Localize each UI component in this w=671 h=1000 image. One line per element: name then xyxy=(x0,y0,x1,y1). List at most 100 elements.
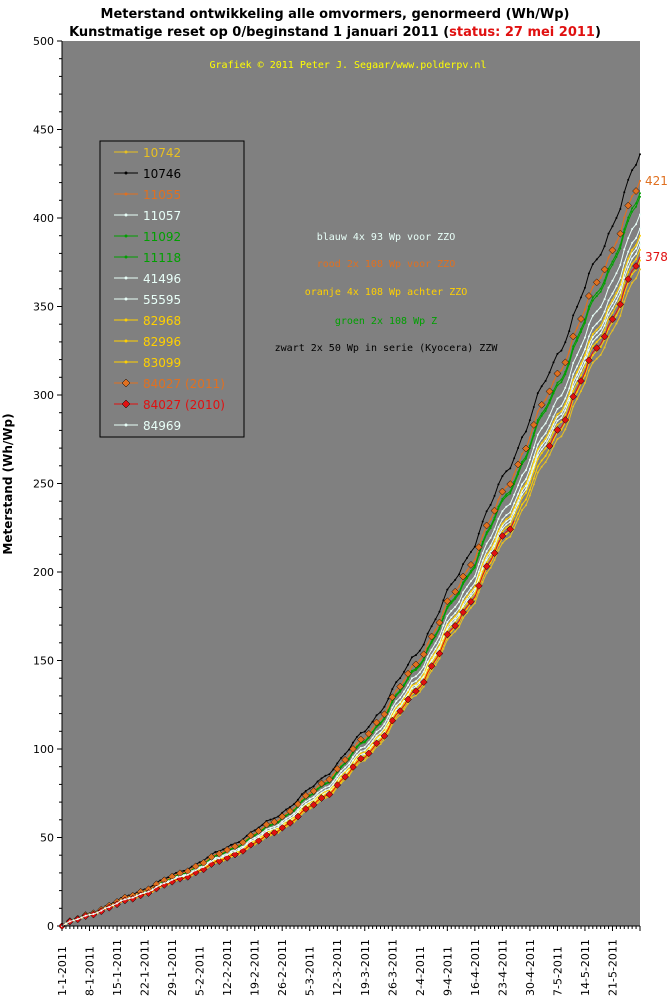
series-point xyxy=(521,493,524,496)
series-point xyxy=(587,335,590,338)
series-point xyxy=(498,487,507,496)
series-point xyxy=(249,840,252,843)
series-point xyxy=(286,807,294,815)
series-point xyxy=(587,308,590,311)
series-point xyxy=(560,378,563,381)
series-point xyxy=(561,416,570,424)
end-label: 378 xyxy=(645,250,668,264)
series-point xyxy=(493,536,496,539)
series-point xyxy=(501,518,504,521)
series-point xyxy=(404,669,412,678)
series-point xyxy=(443,630,452,639)
series-point xyxy=(159,883,162,886)
series-point xyxy=(639,259,641,262)
series-point xyxy=(190,871,193,874)
series-point xyxy=(128,894,137,903)
series-point xyxy=(583,361,586,364)
series-point xyxy=(116,902,119,905)
series-point xyxy=(540,385,543,388)
copyright-text: Grafiek © 2011 Peter J. Segaar/www.polde… xyxy=(210,60,487,71)
series-point xyxy=(469,606,472,609)
series-point xyxy=(277,826,280,829)
series-point xyxy=(328,785,331,788)
series-point xyxy=(68,920,71,923)
series-point xyxy=(473,566,476,569)
series-point xyxy=(576,382,579,385)
series-point xyxy=(332,780,335,783)
series-point xyxy=(422,665,425,668)
series-point xyxy=(548,439,551,442)
series-point xyxy=(202,865,205,868)
series-point xyxy=(481,580,484,583)
series-point xyxy=(375,714,378,717)
series-point xyxy=(269,826,272,829)
series-point xyxy=(489,548,492,551)
series-point xyxy=(151,888,154,891)
series-point xyxy=(356,754,365,763)
series-point xyxy=(521,460,524,463)
series-point xyxy=(615,285,618,288)
series-point xyxy=(473,592,476,595)
series-point xyxy=(294,800,302,808)
series-point xyxy=(359,750,362,753)
legend-item: 11092 xyxy=(114,230,181,244)
series-point xyxy=(395,694,398,697)
series-point xyxy=(325,790,334,799)
annotations: blauw 4x 93 Wp voor ZZO rood 2x 108 Wp vo… xyxy=(275,232,499,354)
series-point xyxy=(434,650,437,653)
series-point xyxy=(485,572,488,575)
series-point xyxy=(359,752,362,755)
series-point xyxy=(572,385,575,388)
series-point xyxy=(599,318,602,321)
series-point xyxy=(414,694,417,697)
series-point xyxy=(289,817,292,820)
series-point xyxy=(572,378,575,381)
series-point xyxy=(289,815,292,818)
series-point xyxy=(587,348,590,351)
series-point xyxy=(517,493,520,496)
series-point xyxy=(300,793,303,796)
series-point xyxy=(552,415,555,418)
series-point xyxy=(450,602,453,605)
series-point xyxy=(635,252,638,255)
series-point xyxy=(623,191,626,194)
y-tick-label: 300 xyxy=(33,389,54,402)
series-point xyxy=(324,774,327,777)
series-point xyxy=(336,762,339,765)
series-point xyxy=(340,756,343,759)
series-point xyxy=(607,270,610,273)
y-tick-label: 500 xyxy=(33,35,54,48)
y-axis-label: Meterstand (Wh/Wp) xyxy=(1,413,15,554)
series-point xyxy=(540,412,543,415)
y-tick-label: 150 xyxy=(33,655,54,668)
series-point xyxy=(281,811,284,814)
series-point xyxy=(514,460,522,469)
series-point xyxy=(363,730,366,733)
series-point xyxy=(603,245,606,248)
series-point xyxy=(564,428,567,431)
series-point xyxy=(422,670,425,673)
series-point xyxy=(485,550,488,553)
series-point xyxy=(524,457,527,460)
series-point xyxy=(572,345,575,348)
series-point xyxy=(430,625,433,628)
series-point xyxy=(639,243,641,246)
series-point xyxy=(599,306,602,309)
series-point xyxy=(556,384,559,387)
series-point xyxy=(631,281,634,284)
series-point xyxy=(84,914,87,917)
series-point xyxy=(591,332,594,335)
series-point xyxy=(469,580,472,583)
series-point xyxy=(281,820,284,823)
series-point xyxy=(524,504,527,507)
series-point xyxy=(387,697,390,700)
series-point xyxy=(580,374,583,377)
series-point xyxy=(473,602,476,605)
series-point xyxy=(560,416,563,419)
series-point xyxy=(304,790,307,793)
series-point xyxy=(528,481,531,484)
series-point xyxy=(583,365,586,368)
series-point xyxy=(505,520,508,523)
series-point xyxy=(545,387,554,396)
series-point xyxy=(395,704,398,707)
